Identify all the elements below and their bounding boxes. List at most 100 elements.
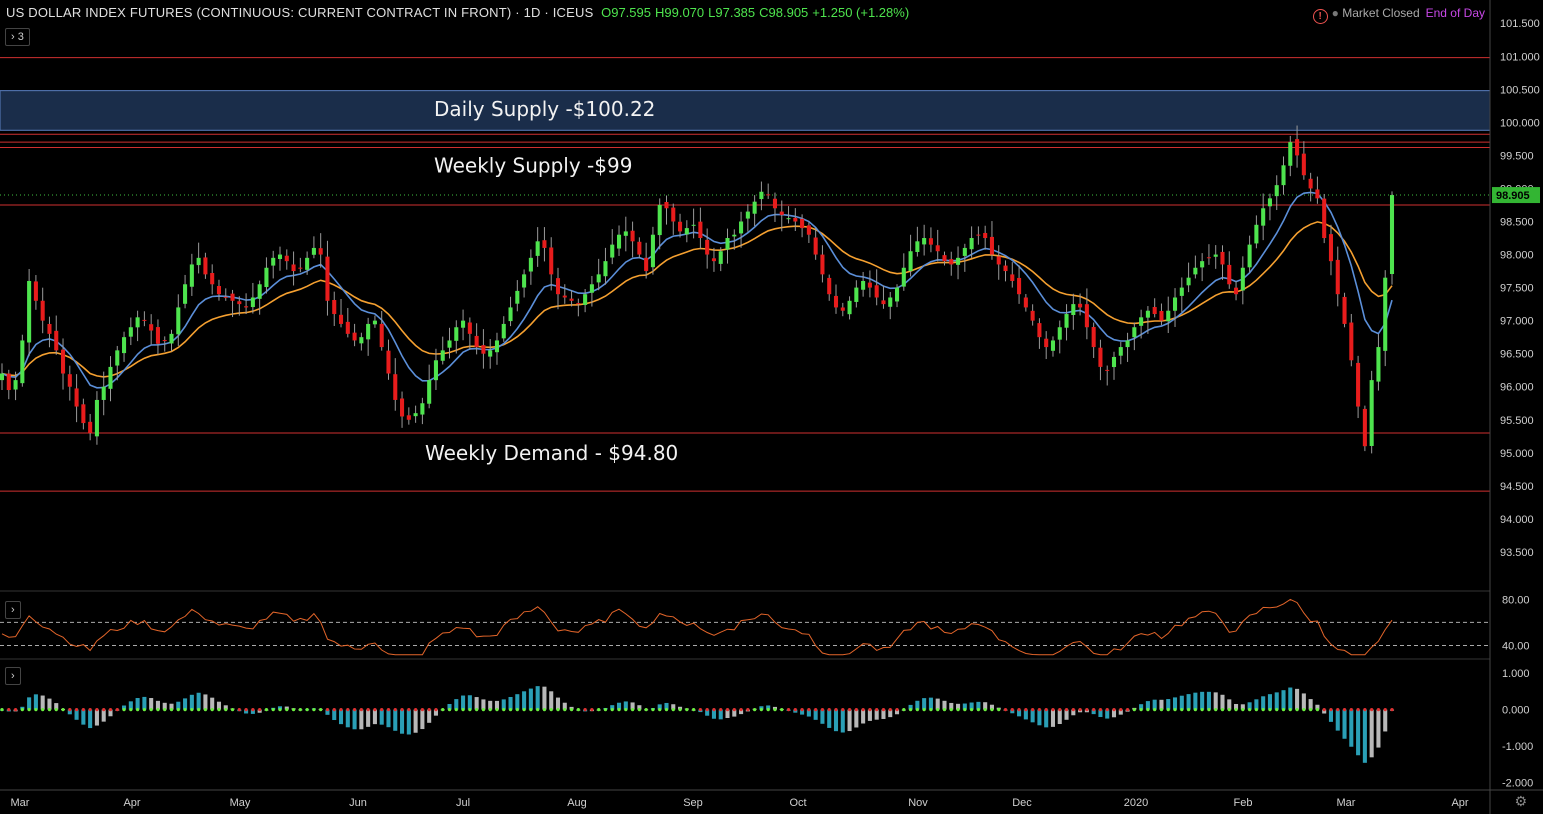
candle-body — [74, 388, 79, 407]
zone-annotation: Daily Supply -$100.22 — [434, 97, 655, 121]
macd-bar — [67, 709, 72, 715]
macd-bar — [1227, 699, 1232, 710]
macd-bar — [142, 696, 147, 710]
candle — [1172, 288, 1178, 327]
settings-gear-icon[interactable]: ⚙ — [1514, 793, 1527, 809]
candle — [671, 203, 676, 235]
candle-body — [1132, 327, 1137, 338]
candle — [494, 332, 500, 365]
macd-zero-dot — [1363, 707, 1367, 712]
open-value: O97.595 — [601, 5, 651, 20]
candle-body — [894, 287, 900, 302]
macd-bar — [1383, 709, 1388, 732]
rsi-collapse-button[interactable]: › — [5, 601, 21, 619]
macd-bar — [413, 709, 418, 733]
macd-collapse-button[interactable]: › — [5, 667, 21, 685]
macd-bar — [800, 709, 805, 715]
macd-bar — [1118, 709, 1123, 715]
macd-zero-dot — [271, 707, 275, 712]
macd-zero-dot — [542, 707, 547, 712]
candle-body — [115, 350, 120, 366]
candle — [786, 206, 791, 224]
macd-bar — [1362, 709, 1367, 763]
last-price-tag — [1492, 187, 1540, 204]
macd-bar — [1301, 693, 1306, 710]
candle — [501, 316, 506, 342]
candle-body — [589, 284, 594, 293]
macd-zero-dot — [20, 707, 24, 712]
macd-zero-dot — [1058, 707, 1062, 712]
candle-body — [1023, 297, 1028, 308]
macd-zero-dot — [997, 707, 1001, 712]
candle — [827, 274, 832, 301]
candle — [400, 391, 405, 428]
macd-bar — [976, 701, 981, 710]
candle — [664, 195, 669, 225]
macd-bar — [196, 692, 201, 710]
data-mode[interactable]: End of Day — [1425, 6, 1485, 20]
candle — [1152, 298, 1157, 318]
macd-bar — [1057, 709, 1062, 725]
high-value: H99.070 — [654, 5, 705, 20]
warning-icon[interactable]: ! — [1312, 9, 1328, 24]
macd-zero-dot — [719, 707, 723, 712]
zone-annotation: Weekly Demand - $94.80 — [425, 441, 678, 465]
candle — [820, 245, 825, 283]
candle-body — [840, 307, 845, 311]
candle — [467, 317, 472, 350]
candle-body — [793, 217, 798, 222]
candle — [562, 284, 567, 304]
macd-bar — [338, 709, 344, 725]
candle — [1159, 303, 1164, 326]
macd-bar — [1295, 688, 1300, 710]
y-tick-label: 96.000 — [1500, 382, 1534, 394]
candle-body — [650, 234, 655, 268]
macd-bar — [332, 709, 337, 721]
candle-body — [1166, 310, 1171, 322]
macd-bar — [549, 691, 554, 710]
macd-tick-label: 1.000 — [1502, 668, 1530, 680]
candle-body — [1057, 327, 1062, 340]
candle — [535, 227, 540, 267]
candle — [1362, 405, 1367, 452]
candle — [888, 291, 893, 320]
candle-body — [813, 237, 818, 255]
indicator-toggle-button[interactable]: › 3 — [5, 28, 30, 46]
candle-body — [1084, 304, 1089, 328]
candle — [989, 221, 994, 260]
candle-body — [162, 340, 167, 342]
candle-body — [379, 323, 384, 348]
candle-body — [772, 198, 778, 209]
macd-tick-label: -2.000 — [1502, 778, 1533, 790]
candle-body — [1172, 297, 1178, 311]
x-tick-label: May — [230, 797, 251, 809]
candle — [861, 271, 866, 297]
macd-zero-dot — [732, 707, 736, 712]
candle — [128, 317, 133, 346]
macd-bar — [1064, 709, 1069, 720]
candle — [1193, 255, 1198, 279]
candle-body — [603, 261, 608, 277]
candle-body — [481, 345, 486, 354]
macd-bar — [739, 709, 744, 715]
macd-zero-dot — [1085, 707, 1089, 712]
candle — [969, 226, 974, 258]
macd-zero-dot — [1180, 707, 1184, 712]
macd-zero-dot — [1342, 707, 1347, 712]
macd-zero-dot — [156, 707, 160, 712]
change-value: +1.250 (+1.28%) — [812, 5, 910, 20]
candle — [1200, 253, 1205, 282]
macd-zero-dot — [1268, 707, 1272, 712]
macd-zero-dot — [671, 707, 675, 712]
macd-bar — [840, 709, 845, 733]
candle — [386, 339, 391, 380]
macd-zero-dot — [495, 707, 499, 712]
macd-bar — [820, 709, 825, 724]
macd-zero-dot — [203, 707, 208, 712]
y-tick-label: 93.500 — [1500, 547, 1534, 559]
candle-body — [20, 340, 25, 384]
candle-body — [122, 337, 127, 354]
candle — [6, 369, 11, 400]
macd-bar — [1159, 699, 1164, 710]
